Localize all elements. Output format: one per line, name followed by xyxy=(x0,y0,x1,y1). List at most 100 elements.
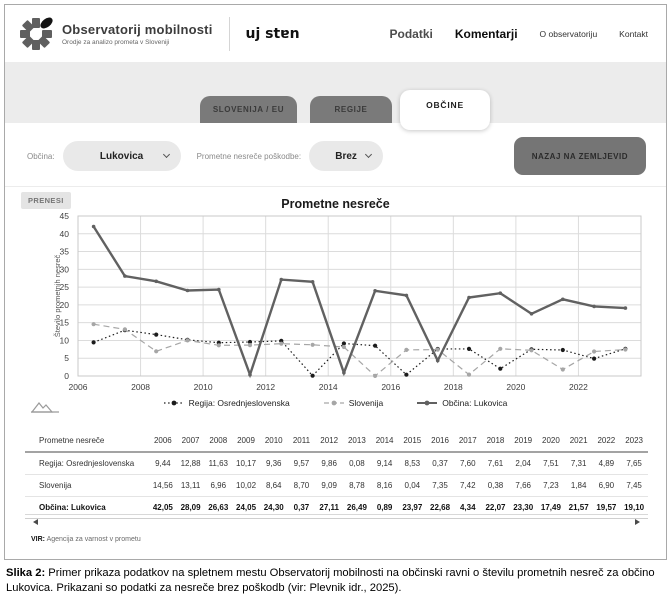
brand[interactable]: Observatorij mobilnosti Orodje za analiz… xyxy=(19,17,213,51)
table-cell: 4,34 xyxy=(459,503,476,512)
section-divider xyxy=(5,186,666,187)
table-cell: 6,96 xyxy=(210,481,227,490)
nav-item-o-observatoriju[interactable]: O observatoriju xyxy=(539,28,598,39)
table-cell: 24,05 xyxy=(236,503,257,512)
filter-bar: Občina: Lukovica Prometne nesreče poškod… xyxy=(27,137,646,175)
table-cell: 12,88 xyxy=(180,459,201,468)
table-header-cell: 2013 xyxy=(347,436,366,445)
scroll-right-icon[interactable] xyxy=(635,519,640,525)
table-header-cell: 2023 xyxy=(625,436,643,445)
table-cell: 7,23 xyxy=(543,481,559,490)
table-cell: 11,63 xyxy=(208,459,229,468)
table-cell: 0,37 xyxy=(432,459,448,468)
svg-text:25: 25 xyxy=(60,282,70,292)
table-header-cell: 2016 xyxy=(431,436,449,445)
table-cell: 27,11 xyxy=(319,503,339,512)
table-cell: 7,61 xyxy=(487,459,504,468)
table-cell: 19,57 xyxy=(596,503,617,512)
nav-item-kontakt[interactable]: Kontakt xyxy=(619,28,648,39)
table-cell: 17,49 xyxy=(540,503,561,512)
table-cell: 0,04 xyxy=(404,481,421,490)
table-cell: 0,89 xyxy=(376,503,393,512)
table-cell: 26,63 xyxy=(208,503,229,512)
content-panel xyxy=(5,123,666,559)
table-cell: 2,04 xyxy=(515,459,531,468)
legend-item[interactable]: Regija: Osrednjeslovenska xyxy=(163,398,290,408)
table-cell: 0,08 xyxy=(349,459,365,468)
chart-legend: Regija: Osrednjeslovenska Slovenija Obči… xyxy=(5,398,666,408)
chevron-down-icon xyxy=(365,150,373,159)
table-cell: 7,45 xyxy=(626,481,642,490)
table-cell: 9,14 xyxy=(376,459,393,468)
table-header-cell: 2021 xyxy=(569,436,588,445)
data-table: Prometne nesreče 2006 2007 2008 2009 2010 2011… xyxy=(25,430,648,519)
svg-text:2008: 2008 xyxy=(131,382,150,392)
table-cell: 13,11 xyxy=(180,481,201,490)
series-line-slovenija xyxy=(93,323,626,377)
table-header-cell: 2011 xyxy=(292,436,311,445)
brand-subtitle: Orodje za analizo prometa v Sloveniji xyxy=(62,38,170,46)
svg-text:2020: 2020 xyxy=(506,382,525,392)
table-cell: 8,70 xyxy=(293,481,310,490)
table-cell: 7,42 xyxy=(459,481,476,490)
table-header-cell: 2006 xyxy=(153,436,172,445)
table-cell: 26,49 xyxy=(346,503,367,512)
svg-text:35: 35 xyxy=(60,247,70,257)
table-cell: 7,31 xyxy=(570,459,587,468)
table-cell: 23,30 xyxy=(513,503,534,512)
table-cell: 9,57 xyxy=(293,459,310,468)
nav-item-komentarji[interactable]: Komentarji xyxy=(454,26,518,41)
svg-text:2006: 2006 xyxy=(69,382,88,392)
row-label: Regija: Osrednjeslovenska xyxy=(39,459,135,468)
table-header-cell: 2018 xyxy=(486,436,505,445)
figure-caption-text: Primer prikaza podatkov na spletnem mest… xyxy=(6,567,655,594)
poskodbe-selected-value: Brez xyxy=(335,150,357,162)
tab-obcine[interactable]: OBČINE xyxy=(400,90,490,130)
nav-item-podatki[interactable]: Podatki xyxy=(389,26,433,41)
table-cell: 9,86 xyxy=(321,459,337,468)
svg-text:45: 45 xyxy=(60,211,70,221)
table-cell: 8,64 xyxy=(265,481,282,490)
legend-item[interactable]: Občina: Lukovica xyxy=(417,398,507,408)
table-scrollbar[interactable] xyxy=(25,514,648,526)
table-header-cell: 2010 xyxy=(264,436,283,445)
legend-label: Občina: Lukovica xyxy=(442,398,508,408)
header-divider xyxy=(228,16,230,51)
table-header-cell: 2012 xyxy=(320,436,339,445)
table-row: Slovenija 14,56 13,11 6,96 10,02 8,64 8,70 9,09… xyxy=(25,475,648,497)
svg-text:2022: 2022 xyxy=(569,382,588,392)
chevron-down-icon xyxy=(162,150,170,159)
tab-slovenija-eu[interactable]: SLOVENIJA / EU xyxy=(200,96,297,123)
table-cell: 9,36 xyxy=(265,459,282,468)
svg-text:5: 5 xyxy=(64,353,69,363)
legend-marker-icon xyxy=(417,400,438,406)
source-label: VIR: xyxy=(31,536,45,543)
table-cell: 10,17 xyxy=(236,459,257,468)
table-header-cell: 2008 xyxy=(209,436,228,445)
download-button[interactable]: PRENESI xyxy=(21,192,71,209)
svg-text:2018: 2018 xyxy=(444,382,463,392)
table-cell: 1,84 xyxy=(570,481,587,490)
table-header-cell: 2019 xyxy=(514,436,533,445)
row-label: Slovenija xyxy=(39,481,72,490)
back-to-map-button[interactable]: NAZAJ NA ZEMLJEVID xyxy=(513,137,646,175)
svg-text:20: 20 xyxy=(60,300,70,310)
series-line-ob-ina-lukovica xyxy=(92,225,626,379)
poskodbe-dropdown[interactable]: Brez xyxy=(309,141,384,171)
table-cell: 0,38 xyxy=(487,481,504,490)
figure-caption-label: Slika 2: xyxy=(6,567,46,579)
scroll-left-icon[interactable] xyxy=(33,519,38,525)
table-cell: 4,89 xyxy=(598,459,615,468)
table-cell: 6,90 xyxy=(598,481,615,490)
legend-item[interactable]: Slovenija xyxy=(323,398,383,408)
table-header-cell: 2015 xyxy=(403,436,422,445)
tab-regije[interactable]: REGIJE xyxy=(310,96,392,123)
obcina-dropdown[interactable]: Lukovica xyxy=(62,141,181,171)
zoom-range-icon[interactable] xyxy=(31,400,59,413)
observatorij-logo-icon xyxy=(20,17,53,50)
table-cell: 42,05 xyxy=(152,503,173,512)
table-header-cell: 2022 xyxy=(597,436,616,445)
series-line-regija-osrednjeslovenska xyxy=(93,329,626,377)
svg-text:40: 40 xyxy=(60,229,70,239)
table-cell: 7,51 xyxy=(543,459,559,468)
